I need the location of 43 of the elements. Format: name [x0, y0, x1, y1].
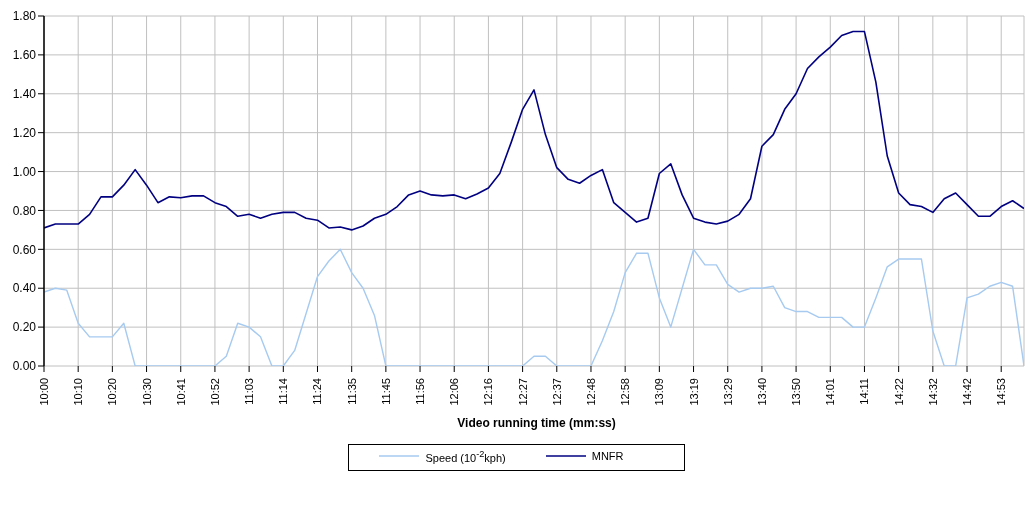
y-tick-label: 1.60	[12, 48, 37, 63]
x-tick-label: 13:09	[653, 378, 666, 406]
x-tick-label: 12:37	[550, 378, 563, 406]
x-tick-label: 12:58	[619, 378, 632, 406]
x-tick-label: 12:27	[516, 378, 529, 406]
line-series	[44, 30, 1024, 231]
x-tick-label: 11:24	[311, 378, 324, 405]
x-tick-label: 11:45	[379, 378, 392, 405]
y-tick-label: 1.20	[12, 125, 37, 140]
x-tick-label: 12:06	[448, 378, 461, 406]
legend-label: MNFR	[591, 450, 624, 463]
x-tick-label: 10:41	[174, 378, 187, 406]
x-tick-label: 10:52	[208, 378, 221, 406]
x-tick-label: 11:56	[414, 378, 427, 405]
x-tick-label: 14:22	[892, 378, 905, 406]
legend-label: Speed (10$^{-2}$kph)	[425, 449, 506, 464]
x-tick-label: 13:29	[721, 378, 734, 406]
y-tick-label: 0.40	[12, 281, 37, 296]
y-tick-label: 0.80	[12, 203, 37, 218]
x-tick-label: 10:20	[106, 378, 119, 406]
x-tick-label: 10:00	[38, 378, 50, 406]
y-tick-label: 1.00	[12, 164, 37, 179]
x-tick-label: 13:50	[790, 378, 803, 406]
x-tick-label: 10:10	[72, 378, 85, 406]
x-tick-label: 11:14	[277, 378, 290, 405]
x-tick-label: 12:48	[584, 378, 597, 406]
x-tick-label: 10:30	[140, 378, 153, 406]
x-axis-title: Video running time (mm:ss)	[456, 416, 617, 430]
y-tick-label: 0.60	[12, 242, 37, 257]
x-tick-label: 11:35	[345, 378, 358, 405]
x-tick-label: 14:53	[995, 378, 1008, 406]
x-tick-label: 11:03	[243, 378, 256, 405]
y-tick-label: 1.80	[12, 9, 37, 24]
x-tick-label: 14:11	[858, 378, 871, 405]
x-tick-label: 12:16	[482, 378, 495, 406]
y-tick-label: 0.00	[12, 359, 37, 374]
x-tick-label: 13:19	[687, 378, 700, 406]
x-tick-label: 14:01	[824, 378, 837, 406]
y-tick-label: 1.40	[12, 87, 37, 102]
x-tick-label: 13:40	[755, 378, 768, 406]
x-tick-label: 14:32	[926, 378, 939, 406]
y-tick-label: 0.20	[12, 320, 37, 335]
x-tick-label: 14:42	[961, 378, 974, 406]
